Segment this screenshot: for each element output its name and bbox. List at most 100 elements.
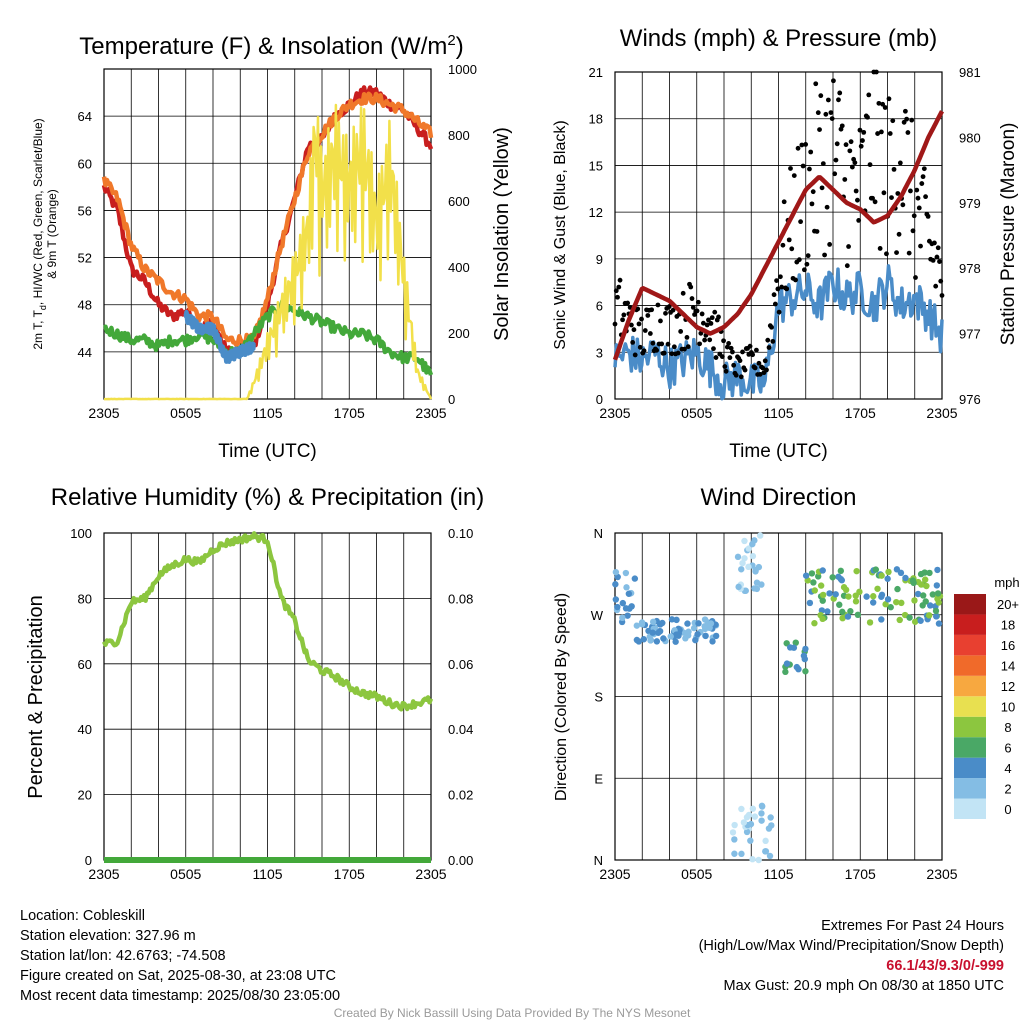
colorbar-label: 12 [1001,679,1015,694]
gust-point [772,301,778,307]
created-text: Figure created on Sat, 2025-08-30, at 23… [20,968,336,984]
direction-point [758,802,766,810]
direction-point [649,629,656,636]
direction-point [668,616,676,623]
direction-point [917,581,925,588]
gust-point [804,261,810,267]
direction-point [829,574,836,581]
gust-point [752,365,758,371]
y-tick-label: 9 [596,252,603,267]
colorbar-swatch [954,798,986,819]
gust-point [919,181,925,186]
direction-point [706,624,713,632]
y-tick-label: 80 [78,591,92,606]
gust-point [827,242,833,247]
gust-point [698,330,704,336]
direction-point [734,553,742,561]
gust-point [760,365,766,371]
y-tick-label: 100 [70,526,92,541]
y-tick-label: 48 [78,298,92,313]
direction-point [656,627,664,635]
direction-point [801,655,808,663]
direction-point [815,573,822,580]
gust-point [935,245,941,251]
y-tick-label: 64 [78,109,92,124]
direction-point [767,814,774,821]
gust-point [908,188,913,194]
direction-point [782,668,789,676]
gust-point [870,195,875,201]
title-superscript: 2 [447,32,455,49]
direction-point [819,615,826,623]
direction-point [887,604,894,611]
direction-point [878,616,885,623]
gust-point [796,257,802,263]
y-right-axis-label: Solar Insolation (Yellow) [491,127,513,341]
x-tick-label: 2305 [599,405,630,421]
direction-point [884,575,891,582]
chart-title: Wind Direction [700,484,856,511]
gust-point [702,337,708,343]
direction-point [854,611,862,619]
direction-point [906,614,913,621]
direction-point [712,632,720,640]
gust-point [776,309,782,315]
direction-point [866,619,874,626]
y-right-tick-label: 0 [448,392,455,407]
colorbar-swatch [954,757,986,779]
direction-point [747,837,754,844]
gust-point [846,244,851,249]
y-right-tick-label: 200 [448,326,470,341]
direction-point [729,829,737,836]
direction-point [792,639,799,646]
gust-point [620,317,625,323]
x-tick-label: 1705 [845,866,876,882]
direction-point [757,532,764,539]
gust-point [880,101,886,107]
direction-point [673,631,680,638]
direction-point [758,581,765,588]
gust-point [784,286,790,292]
y-right-tick-label: 979 [959,196,981,211]
direction-point [747,820,755,828]
location-text: Location: Cobleskill [20,908,145,924]
gust-point [723,368,729,374]
gust-point [786,237,792,243]
y-right-tick-label: 0.02 [448,788,473,803]
gust-point [762,358,768,364]
direction-point [692,636,699,644]
y-tick-label: 18 [589,112,603,127]
direction-point [839,608,846,616]
colorbar-swatch [954,594,986,615]
gust-point [801,267,807,273]
direction-point [614,573,621,581]
gust-point [858,143,864,149]
colorbar-label: 20+ [997,597,1019,612]
extremes-info: Extremes For Past 24 Hours (High/Low/Max… [699,916,1004,996]
gust-point [855,197,860,203]
gust-point [738,374,744,380]
recent-data-text: Most recent data timestamp: 2025/08/30 2… [20,988,341,1004]
direction-point [738,805,745,813]
direction-point [808,570,816,577]
gust-point [878,129,884,135]
y-label-subscript: d [38,305,48,310]
gust-point [930,257,936,263]
direction-point [766,852,774,860]
chart-title: Winds (mph) & Pressure (mb) [620,25,937,52]
gust-point [719,354,725,360]
direction-point [749,805,757,812]
y-axis-label: Sonic Wind & Gust (Blue, Black) [552,120,569,349]
x-tick-label: 2305 [415,405,446,421]
direction-point [755,563,763,571]
gust-point [909,117,915,123]
gust-point [914,187,920,193]
direction-point [935,620,943,627]
y-tick-label: 20 [78,788,92,803]
x-tick-label: 2305 [88,866,119,882]
y-tick-label: 60 [78,657,92,672]
direction-point [690,624,698,632]
direction-point [920,592,927,599]
direction-point [894,585,901,593]
y-right-tick-label: 977 [959,327,981,342]
